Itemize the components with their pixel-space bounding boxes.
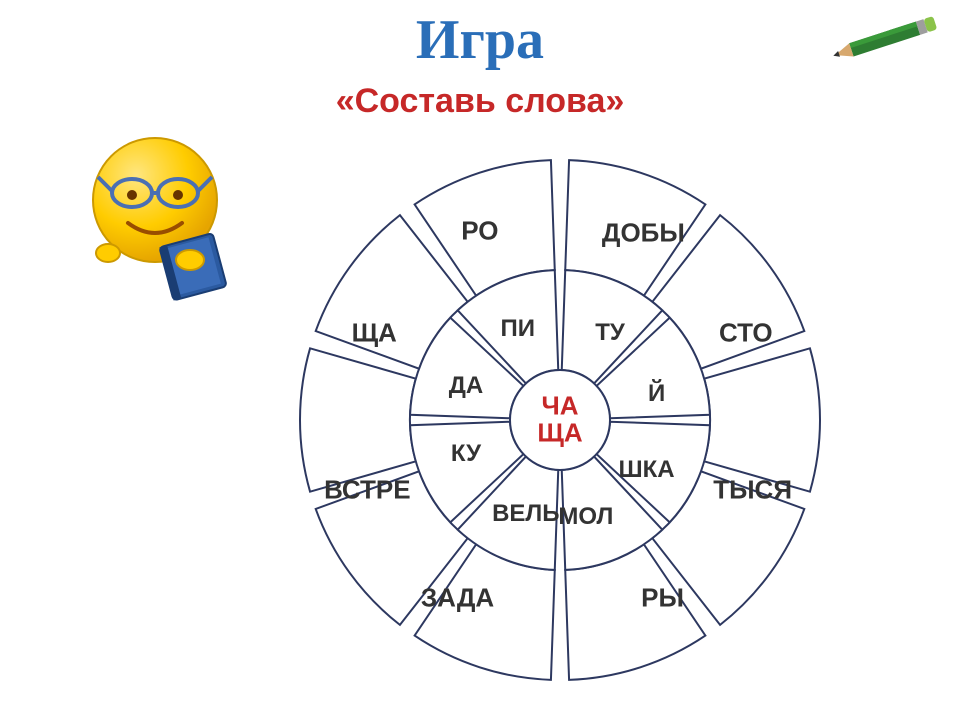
pencil-icon [825, 10, 945, 70]
inner-syllable: ТУ [595, 319, 625, 347]
inner-syllable: ШКА [619, 456, 675, 484]
outer-syllable: ДОБЫ [602, 217, 685, 248]
inner-syllable: ВЕЛЬ [492, 500, 559, 528]
outer-syllable: ЗАДА [421, 582, 494, 613]
outer-syllable: ЩА [352, 318, 397, 349]
smiley-icon [60, 115, 260, 315]
inner-syllable: ПИ [500, 315, 535, 343]
page-title: Игра [0, 8, 960, 72]
inner-syllable: ДА [449, 372, 483, 400]
outer-syllable: РО [461, 216, 498, 247]
inner-syllable: Й [648, 380, 665, 408]
center-top: ЧА [541, 391, 578, 421]
outer-syllable: СТО [719, 318, 773, 349]
inner-syllable: КУ [451, 440, 481, 468]
outer-syllable: ТЫСЯ [713, 475, 792, 506]
outer-syllable: РЫ [641, 582, 684, 613]
center-bottom: ЩА [537, 418, 582, 448]
word-wheel: ЧА ЩА ДОБЫ СТО ТЫСЯ РЫ ЗАДА ВСТРЕ ЩА РО ТУ Й ШКАМО… [280, 140, 840, 700]
outer-segment [300, 348, 416, 491]
wheel-center: ЧА ЩА [537, 393, 582, 448]
outer-syllable: ВСТРЕ [324, 475, 410, 506]
outer-segment [704, 348, 820, 491]
inner-syllable: МОЛ [558, 503, 613, 531]
